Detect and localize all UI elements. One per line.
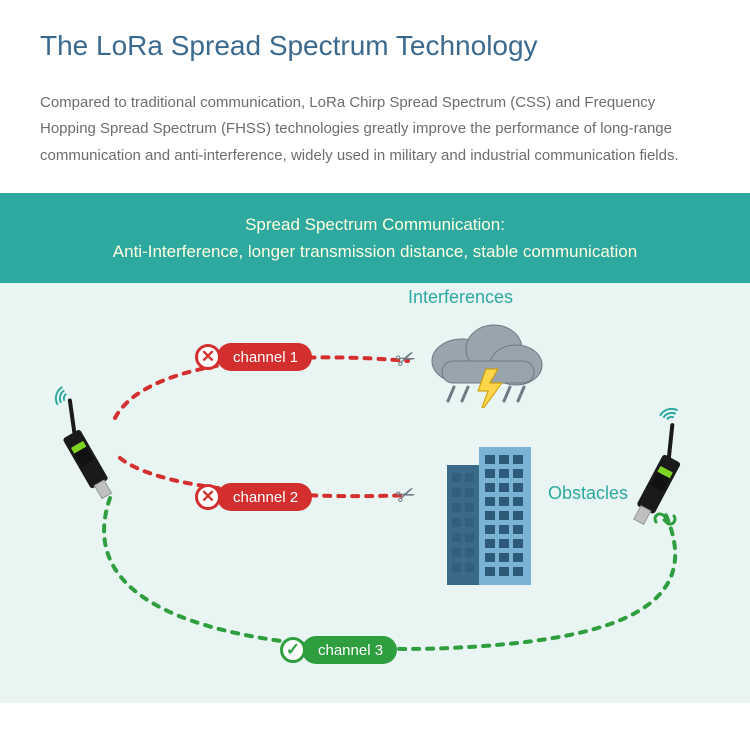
channel-3-badge: ✓ channel 3: [280, 636, 397, 664]
channel-2-badge: ✕ channel 2: [195, 483, 312, 511]
channel-2-label: channel 2: [233, 489, 298, 506]
building-icon: [435, 435, 540, 590]
banner: Spread Spectrum Communication: Anti-Inte…: [0, 193, 750, 283]
channel-3-label: channel 3: [318, 642, 383, 659]
description: Compared to traditional communication, L…: [40, 90, 710, 169]
ok-link-icon: [650, 504, 680, 534]
banner-line-1: Spread Spectrum Communication:: [30, 211, 720, 238]
banner-line-2: Anti-Interference, longer transmission d…: [30, 238, 720, 265]
page-title: The LoRa Spread Spectrum Technology: [40, 30, 710, 62]
canvas: ✕ channel 1 ✕ channel 2 ✓ channel 3 ✂ ✂ …: [0, 283, 750, 703]
channel-1-badge: ✕ channel 1: [195, 343, 312, 371]
interferences-label: Interferences: [408, 287, 513, 308]
cloud-icon: [420, 313, 550, 408]
channel-1-label: channel 1: [233, 349, 298, 366]
diagram: Spread Spectrum Communication: Anti-Inte…: [0, 193, 750, 703]
obstacles-label: Obstacles: [548, 483, 628, 504]
